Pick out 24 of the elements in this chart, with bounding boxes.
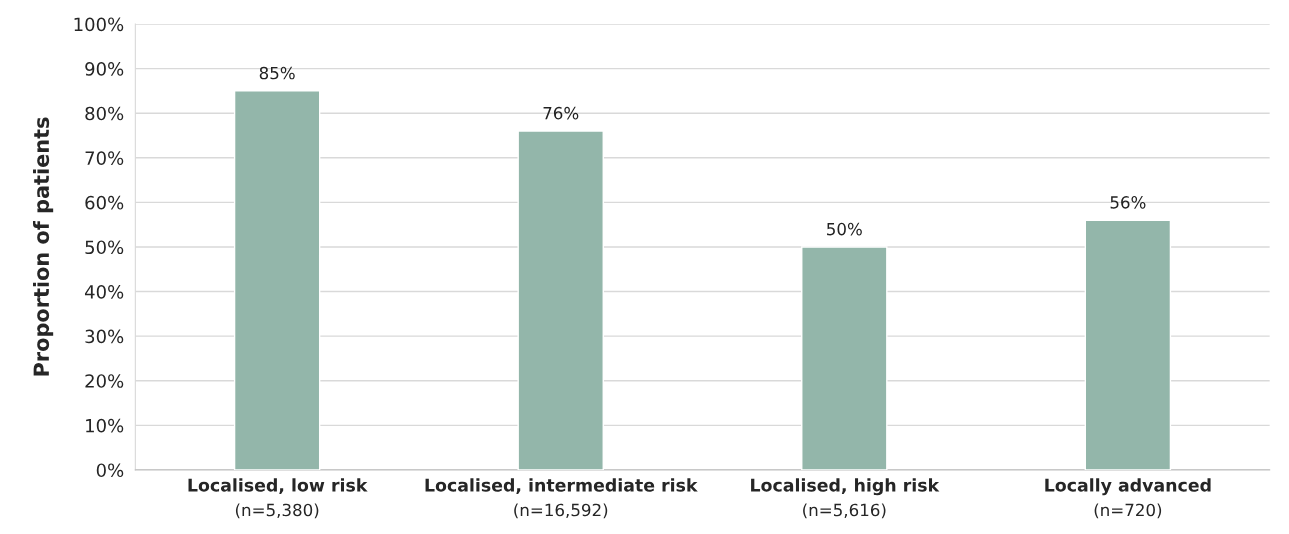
- category-label: Localised, low risk (n=5,380): [188, 478, 368, 519]
- y-axis-title: Proportion of patients: [33, 117, 54, 376]
- data-label: 76%: [543, 106, 579, 120]
- bar: [801, 246, 888, 470]
- y-tick-label: 90%: [85, 62, 124, 76]
- y-tick-label: 60%: [85, 195, 124, 210]
- y-tick-label: 50%: [85, 240, 124, 255]
- y-tick-label: 10%: [86, 418, 124, 433]
- data-label: 50%: [827, 222, 862, 236]
- bar: [1084, 219, 1172, 470]
- y-tick-label: 0%: [96, 463, 124, 478]
- y-tick-label: 20%: [85, 374, 124, 388]
- category-label: Localised, intermediate risk (n=16,592): [425, 478, 698, 519]
- data-label: 56%: [1110, 196, 1146, 209]
- y-tick-label: 100%: [74, 17, 124, 32]
- y-tick-label: 30%: [85, 329, 124, 344]
- category-label: Localised, high risk (n=5,616): [751, 478, 940, 519]
- y-tick-label: 70%: [85, 151, 124, 165]
- category-label: Locally advanced (n=720): [1045, 478, 1211, 519]
- y-tick-label: 80%: [85, 106, 124, 121]
- bar: [233, 90, 321, 470]
- y-tick-label: 40%: [84, 285, 124, 299]
- bar: [517, 130, 604, 470]
- data-label: 85%: [259, 66, 295, 80]
